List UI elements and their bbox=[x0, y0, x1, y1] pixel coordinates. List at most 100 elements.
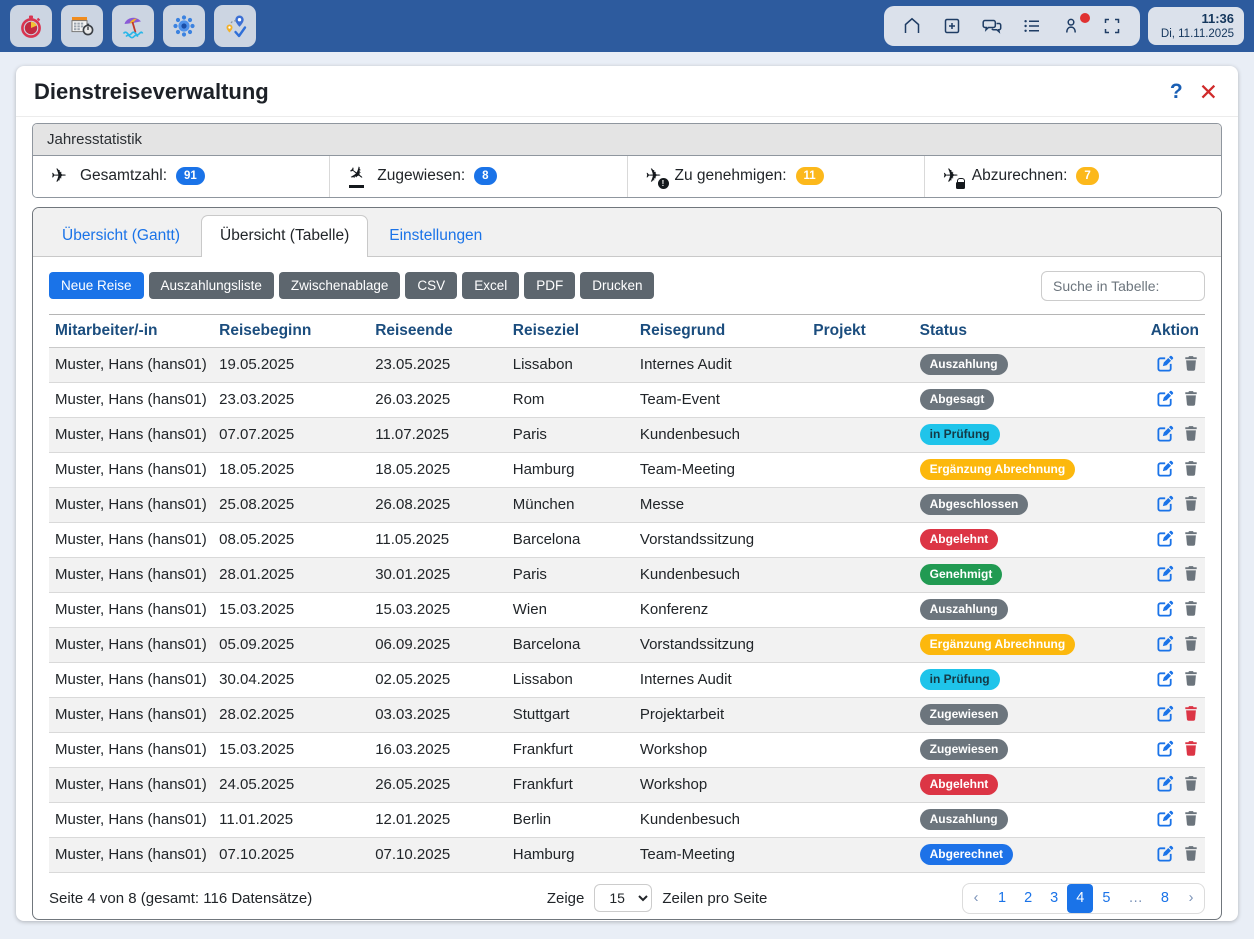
tab-übersicht-tabelle[interactable]: Übersicht (Tabelle) bbox=[201, 214, 369, 257]
edit-icon[interactable] bbox=[1157, 670, 1174, 690]
edit-icon[interactable] bbox=[1157, 460, 1174, 480]
trash-icon[interactable] bbox=[1183, 635, 1199, 654]
column-header-reisegrund[interactable]: Reisegrund bbox=[633, 313, 808, 348]
close-icon[interactable]: ✕ bbox=[1198, 78, 1218, 105]
search-input[interactable] bbox=[1041, 270, 1205, 301]
trash-icon[interactable] bbox=[1183, 670, 1199, 689]
edit-icon[interactable] bbox=[1157, 635, 1174, 655]
status-badge: Ergänzung Abrechnung bbox=[919, 458, 1076, 481]
cell-mitarbeiter: Muster, Hans (hans01) bbox=[49, 522, 214, 558]
next-page-button[interactable]: › bbox=[1178, 884, 1204, 913]
trash-icon[interactable] bbox=[1183, 775, 1199, 794]
cell-status: Abgelehnt bbox=[913, 522, 1123, 558]
user-icon[interactable] bbox=[1052, 11, 1092, 41]
cell-grund: Vorstandssitzung bbox=[633, 627, 808, 663]
zwischenablage-button[interactable]: Zwischenablage bbox=[278, 272, 401, 299]
plane-icon: ✈ bbox=[51, 165, 67, 187]
calendar-timer-icon[interactable] bbox=[61, 5, 103, 47]
status-badge: Zugewiesen bbox=[919, 738, 1009, 761]
edit-icon[interactable] bbox=[1157, 565, 1174, 585]
trash-icon[interactable] bbox=[1183, 565, 1199, 584]
cell-ende: 07.10.2025 bbox=[369, 837, 507, 873]
trash-icon[interactable] bbox=[1183, 425, 1199, 444]
trash-icon[interactable] bbox=[1183, 845, 1199, 864]
page-ellipsis: … bbox=[1119, 884, 1152, 913]
auszahlungsliste-button[interactable]: Auszahlungsliste bbox=[148, 272, 274, 299]
column-header-aktion[interactable]: Aktion bbox=[1122, 313, 1205, 348]
help-button[interactable]: ? bbox=[1169, 80, 1183, 103]
table-row: Muster, Hans (hans01) 11.01.2025 12.01.202… bbox=[49, 802, 1205, 838]
status-badge: in Prüfung bbox=[919, 423, 1000, 446]
page-5-button[interactable]: 5 bbox=[1093, 884, 1119, 913]
chat-icon[interactable] bbox=[972, 11, 1012, 41]
vacation-icon[interactable] bbox=[112, 5, 154, 47]
neue-reise-button[interactable]: Neue Reise bbox=[49, 272, 144, 299]
page-1-button[interactable]: 1 bbox=[989, 884, 1015, 913]
edit-icon[interactable] bbox=[1157, 845, 1174, 865]
edit-icon[interactable] bbox=[1157, 740, 1174, 760]
column-header-reiseziel[interactable]: Reiseziel bbox=[506, 313, 634, 348]
prev-page-button[interactable]: ‹ bbox=[963, 884, 989, 913]
edit-icon[interactable] bbox=[1157, 355, 1174, 375]
cell-status: Auszahlung bbox=[913, 347, 1123, 383]
timer-icon[interactable] bbox=[10, 5, 52, 47]
edit-icon[interactable] bbox=[1157, 600, 1174, 620]
column-header-status[interactable]: Status bbox=[913, 313, 1123, 348]
edit-icon[interactable] bbox=[1157, 810, 1174, 830]
table-row: Muster, Hans (hans01) 30.04.2025 02.05.202… bbox=[49, 662, 1205, 698]
table-row: Muster, Hans (hans01) 24.05.2025 26.05.202… bbox=[49, 767, 1205, 803]
status-badge: Abgesagt bbox=[919, 388, 995, 411]
edit-icon[interactable] bbox=[1157, 495, 1174, 515]
cell-ende: 15.03.2025 bbox=[369, 592, 507, 628]
trash-icon[interactable] bbox=[1183, 705, 1199, 724]
cell-grund: Workshop bbox=[633, 732, 808, 768]
cell-status: Ergänzung Abrechnung bbox=[913, 627, 1123, 663]
cell-grund: Internes Audit bbox=[633, 662, 808, 698]
gear-icon[interactable] bbox=[163, 5, 205, 47]
edit-icon[interactable] bbox=[1157, 425, 1174, 445]
edit-icon[interactable] bbox=[1157, 530, 1174, 550]
list-icon[interactable] bbox=[1012, 11, 1052, 41]
edit-icon[interactable] bbox=[1157, 705, 1174, 725]
home-icon[interactable] bbox=[892, 11, 932, 41]
cell-ziel: München bbox=[506, 487, 634, 523]
app-launcher bbox=[10, 5, 256, 47]
fullscreen-icon[interactable] bbox=[1092, 11, 1132, 41]
drucken-button[interactable]: Drucken bbox=[580, 272, 655, 299]
column-header-projekt[interactable]: Projekt bbox=[807, 313, 914, 348]
tab-einstellungen[interactable]: Einstellungen bbox=[370, 215, 501, 257]
tab-übersicht-gantt[interactable]: Übersicht (Gantt) bbox=[43, 215, 199, 257]
rows-per-page-select[interactable]: 15 bbox=[594, 884, 653, 913]
page-4-button[interactable]: 4 bbox=[1067, 883, 1094, 913]
edit-icon[interactable] bbox=[1157, 390, 1174, 410]
jahresstatistik-header[interactable]: Jahresstatistik bbox=[33, 124, 1221, 156]
cell-mitarbeiter: Muster, Hans (hans01) bbox=[49, 592, 214, 628]
page-3-button[interactable]: 3 bbox=[1041, 884, 1067, 913]
trash-icon[interactable] bbox=[1183, 530, 1199, 549]
trash-icon[interactable] bbox=[1183, 460, 1199, 479]
column-header-mitarbeiter-in[interactable]: Mitarbeiter/-in bbox=[49, 313, 214, 348]
trips-table: Mitarbeiter/-in Reisebeginn Reiseende Reise… bbox=[49, 313, 1205, 873]
trash-icon[interactable] bbox=[1183, 810, 1199, 829]
trash-icon[interactable] bbox=[1183, 390, 1199, 409]
jahresstatistik-section: Jahresstatistik ✈ Gesamtzahl: 91 ✈ Zugewiese… bbox=[32, 123, 1222, 198]
excel-button[interactable]: Excel bbox=[462, 272, 520, 299]
pdf-button[interactable]: PDF bbox=[524, 272, 576, 299]
column-header-reiseende[interactable]: Reiseende bbox=[369, 313, 507, 348]
page-2-button[interactable]: 2 bbox=[1015, 884, 1041, 913]
trash-icon[interactable] bbox=[1183, 495, 1199, 514]
add-window-icon[interactable] bbox=[932, 11, 972, 41]
stat-count-badge: 91 bbox=[176, 167, 205, 186]
trash-icon[interactable] bbox=[1183, 355, 1199, 374]
clock[interactable]: 11:36 Di, 11.11.2025 bbox=[1148, 6, 1244, 46]
page-8-button[interactable]: 8 bbox=[1152, 884, 1178, 913]
travel-check-icon[interactable] bbox=[214, 5, 256, 47]
csv-button[interactable]: CSV bbox=[405, 272, 458, 299]
column-header-reisebeginn[interactable]: Reisebeginn bbox=[213, 313, 370, 348]
trash-icon[interactable] bbox=[1183, 740, 1199, 759]
edit-icon[interactable] bbox=[1157, 775, 1174, 795]
cell-aktion bbox=[1122, 802, 1205, 838]
cell-ziel: Berlin bbox=[506, 802, 634, 838]
cell-projekt bbox=[807, 522, 914, 558]
trash-icon[interactable] bbox=[1183, 600, 1199, 619]
